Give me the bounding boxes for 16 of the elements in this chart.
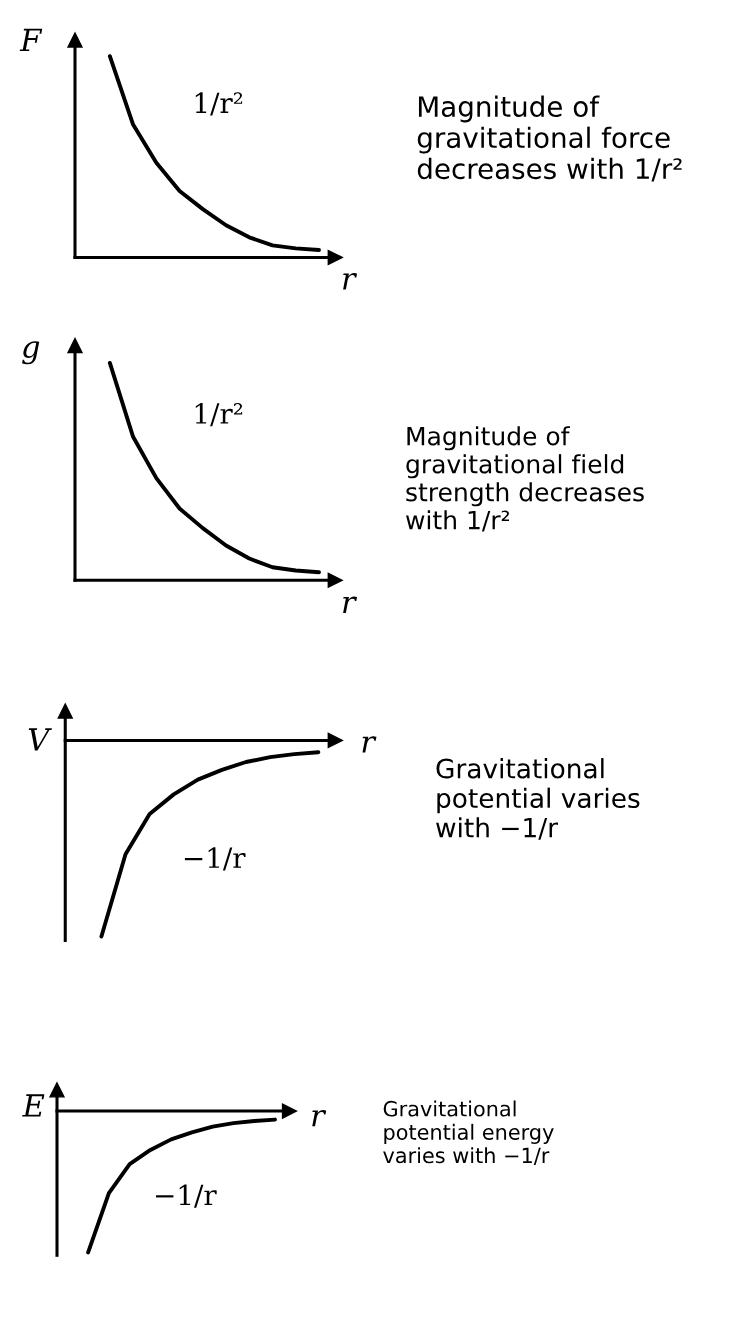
x-axis-title: r	[312, 1110, 327, 1127]
text: Magnitude of gravitational field strength decreases with 1/r²	[406, 426, 644, 532]
x-axis-title: r	[343, 596, 358, 613]
annotation: −1/r	[184, 847, 246, 871]
annotation: 1/r²	[195, 92, 243, 116]
annotation: 1/r²	[195, 402, 243, 427]
text: Gravitational potential energy varies with −1/r	[383, 1100, 554, 1165]
y-axis-title: g	[22, 341, 40, 365]
y-axis-title: E	[22, 1094, 45, 1117]
text: Gravitational potential varies with −1/r	[436, 758, 640, 840]
annotation: −1/r	[156, 1184, 217, 1208]
text: Magnitude of gravitational force decreases with 1/r²	[417, 95, 682, 182]
x-axis-title: r	[343, 273, 358, 290]
y-axis-title: F	[19, 28, 43, 52]
y-axis-title: V	[28, 728, 52, 751]
x-axis-title: r	[362, 736, 377, 753]
